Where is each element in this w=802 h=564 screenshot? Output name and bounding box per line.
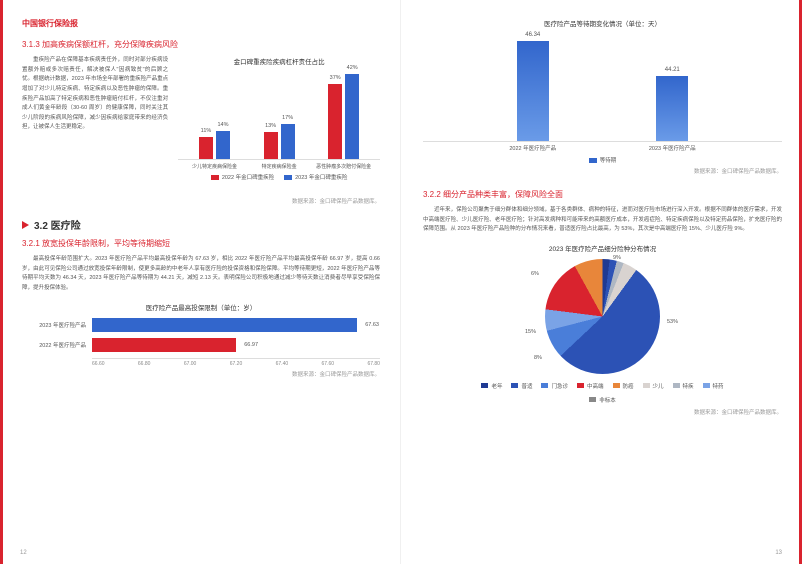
grouped-bar-chart: 11%14%少儿特定疾病保险金 13%17%特定疾病保险金 37%42%恶性肿瘤多次… xyxy=(178,70,380,181)
data-source: 数据来源：金口碑保险产品数据库。 xyxy=(423,167,782,175)
data-source: 数据来源：金口碑保险产品数据库。 xyxy=(423,408,782,416)
section-32-heading: 3.2 医疗险 xyxy=(22,217,380,232)
vbar: 44.212023 年医疗险产品 xyxy=(656,76,688,141)
legend-swatch xyxy=(589,158,597,163)
pie-slice-label: 8% xyxy=(534,355,542,361)
bar: 42% xyxy=(345,74,359,159)
vbar-chart-title: 医疗险产品等待期变化情况（单位：天） xyxy=(423,18,782,28)
vbar: 46.342022 年医疗险产品 xyxy=(517,41,549,141)
pie-legend-item: 特药 xyxy=(703,382,724,390)
bar: 13% xyxy=(264,132,278,159)
pie-slice-label: 9% xyxy=(613,255,621,261)
pie-legend-item: 老年 xyxy=(481,382,502,390)
pie-legend-item: 非标本 xyxy=(589,396,616,404)
data-source: 数据来源：金口碑保险产品数据库。 xyxy=(178,197,380,205)
pie-chart: 9%6%8%15%53% 老年普适门急诊中高端防癌少儿特疾特药非标本 xyxy=(423,259,782,404)
bar: 37% xyxy=(328,84,342,159)
section-313-text: 重疾险产品在保障基本疾病责任外，同时对部分疾病设置额外赔或多次赔责任，解决被保人… xyxy=(22,56,168,133)
hbar-row: 2023 年医疗险产品67.63 xyxy=(22,318,380,332)
bar: 17% xyxy=(281,124,295,159)
bar: 14% xyxy=(216,131,230,159)
legend-item: 2022 年金口碑重疾险 xyxy=(211,173,274,181)
pie-chart-title: 2023 年医疗险产品细分险种分布情况 xyxy=(423,243,782,253)
data-source: 数据来源：金口碑保险产品数据库。 xyxy=(22,370,380,378)
pie-slice-label: 53% xyxy=(667,319,678,325)
vertical-bar-chart: 46.342022 年医疗险产品 44.212023 年医疗险产品 xyxy=(423,32,782,142)
pie-slice-label: 6% xyxy=(531,271,539,277)
horizontal-bar-chart: 2023 年医疗险产品67.632022 年医疗险产品66.9766.6066.… xyxy=(22,318,380,367)
pie-legend-item: 防癌 xyxy=(613,382,634,390)
pie-slice-label: 15% xyxy=(525,329,536,335)
vbar-legend: 等待期 xyxy=(423,156,782,164)
page-spread: 中国银行保险报 3.1.3 加高疾病保额杠杆，充分保障疾病风险 重疾险产品在保障… xyxy=(0,0,802,564)
section-321-title: 3.2.1 放宽投保年龄限制，平均等待期缩短 xyxy=(22,238,380,249)
hbar-chart-title: 医疗险产品最高投保限制（单位：岁） xyxy=(22,302,380,312)
page-number-left: 12 xyxy=(20,550,27,556)
bar: 11% xyxy=(199,137,213,159)
pie-legend-item: 门急诊 xyxy=(541,382,568,390)
bar-group: 11%14%少儿特定疾病保险金 xyxy=(199,131,230,159)
pie-legend-item: 中高端 xyxy=(577,382,604,390)
pie-legend-item: 特疾 xyxy=(673,382,694,390)
hbar-row: 2022 年医疗险产品66.97 xyxy=(22,338,380,352)
section-313-content: 重疾险产品在保障基本疾病责任外，同时对部分疾病设置额外赔或多次赔责任，解决被保人… xyxy=(22,56,380,205)
triangle-icon xyxy=(22,221,29,229)
page-number-right: 13 xyxy=(775,550,782,556)
pie-legend-item: 普适 xyxy=(511,382,532,390)
page-right: 医疗险产品等待期变化情况（单位：天） 46.342022 年医疗险产品 44.21… xyxy=(401,0,802,564)
section-321-text: 最高投保年龄范围扩大。2023 年医疗险产品平均最高投保年龄为 67.63 岁，… xyxy=(22,255,380,294)
bar-group: 37%42%恶性肿瘤多次赔付保险金 xyxy=(328,74,359,159)
pie-legend-item: 少儿 xyxy=(643,382,664,390)
section-32-title: 3.2 医疗险 xyxy=(34,217,81,232)
section-313-title: 3.1.3 加高疾病保额杠杆，充分保障疾病风险 xyxy=(22,39,380,50)
page-left: 中国银行保险报 3.1.3 加高疾病保额杠杆，充分保障疾病风险 重疾险产品在保障… xyxy=(0,0,401,564)
vbar-legend-label: 等待期 xyxy=(600,156,617,164)
section-322-title: 3.2.2 细分产品种类丰富，保障风险全面 xyxy=(423,189,782,200)
legend-item: 2023 年金口碑重疾险 xyxy=(284,173,347,181)
report-header: 中国银行保险报 xyxy=(22,18,380,29)
section-322-text: 近年来，保险公司聚焦于细分群体和细分领域，基于各类群体、病种的特征，进而对医疗险… xyxy=(423,206,782,235)
bar-group: 13%17%特定疾病保险金 xyxy=(264,124,295,159)
